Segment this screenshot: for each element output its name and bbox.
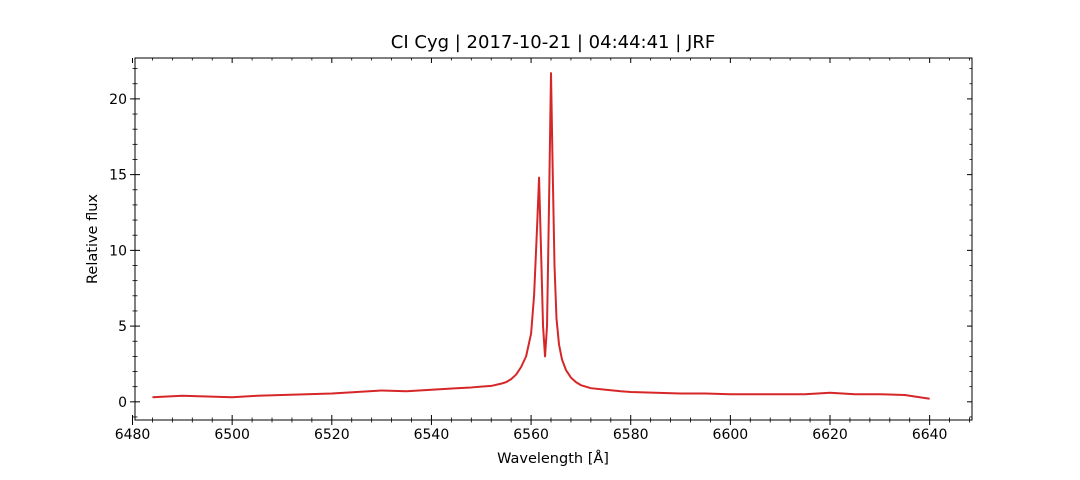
- y-axis: 0 5 10 15 20: [109, 68, 972, 418]
- y-tick-label-1: 5: [118, 319, 127, 335]
- x-tick-label-0: 6480: [115, 427, 151, 443]
- y-tick-label-2: 10: [109, 243, 127, 259]
- x-axis: 6480 6500 6520 6540 6560 6580 6600 6620 6640: [115, 58, 970, 443]
- x-tick-label-6: 6600: [713, 427, 749, 443]
- x-tick-label-3: 6540: [414, 427, 450, 443]
- x-tick-label-5: 6580: [613, 427, 649, 443]
- x-tick-label-8: 6640: [912, 427, 948, 443]
- x-tick-label-4: 6560: [513, 427, 549, 443]
- x-tick-label-1: 6500: [214, 427, 250, 443]
- y-tick-label-0: 0: [118, 395, 127, 411]
- x-tick-label-7: 6620: [812, 427, 848, 443]
- plot-area: [134, 57, 973, 421]
- spectrum-line-0: [152, 72, 930, 400]
- chart-title: CI Cyg | 2017-10-21 | 04:44:41 | JRF: [391, 32, 715, 53]
- x-axis-label: Wavelength [Å]: [497, 450, 609, 467]
- series-layer: [152, 72, 930, 400]
- y-tick-label-3: 15: [109, 168, 127, 184]
- y-axis-label: Relative flux: [85, 194, 101, 284]
- plot-frame: [134, 57, 973, 421]
- x-tick-label-2: 6520: [314, 427, 350, 443]
- y-tick-label-4: 20: [109, 92, 127, 108]
